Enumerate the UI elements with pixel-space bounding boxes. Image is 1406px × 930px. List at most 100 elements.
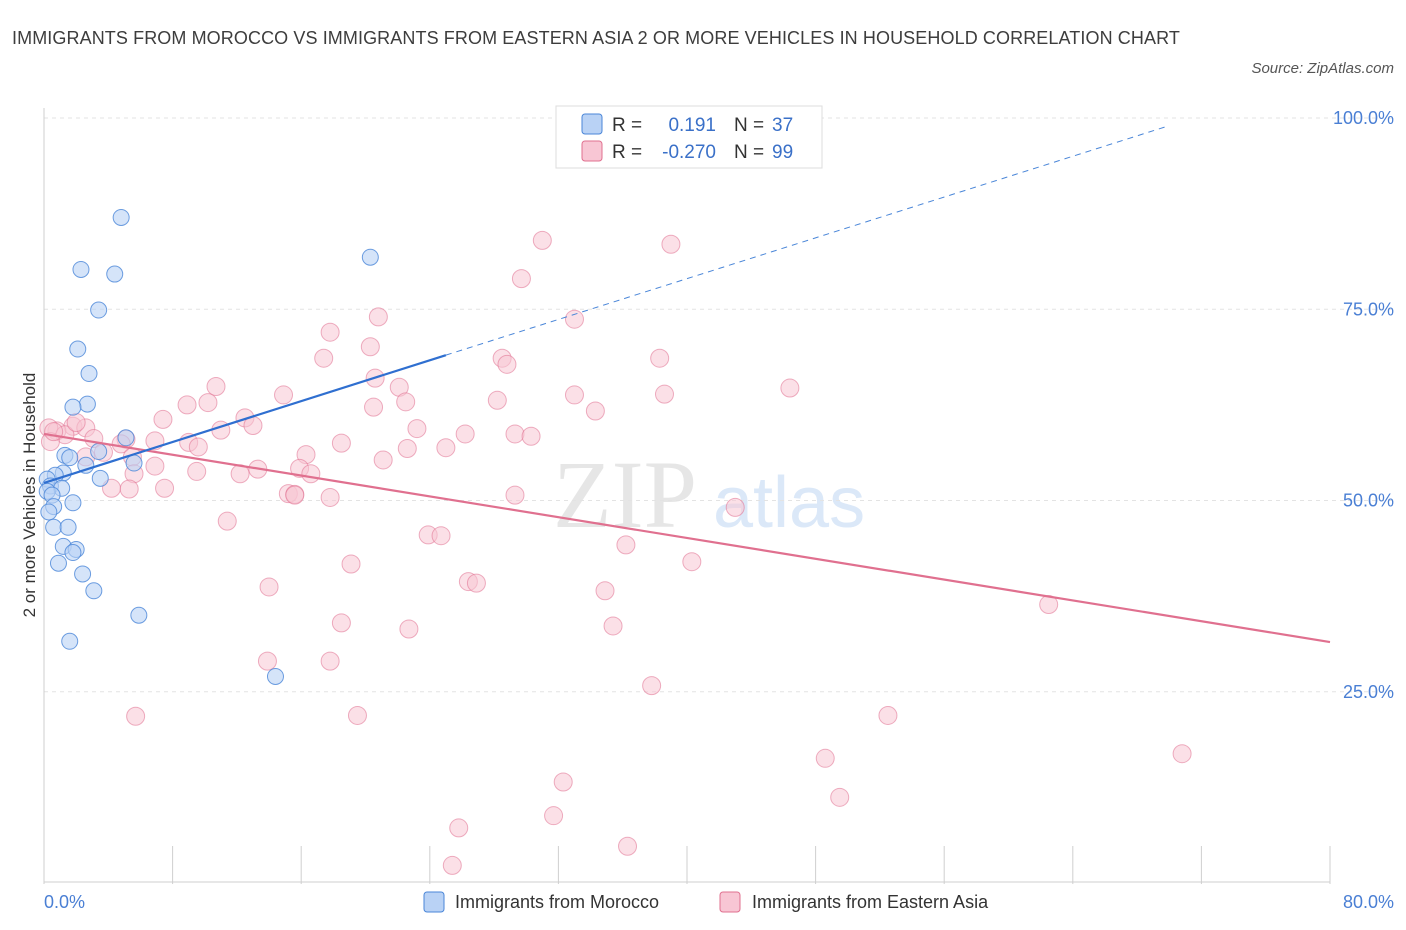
y-tick-labels: 100.0% 75.0% 50.0% 25.0% bbox=[1333, 108, 1394, 702]
eastern-asia-point bbox=[188, 437, 208, 457]
eastern-asia-point bbox=[553, 772, 573, 792]
morocco-point bbox=[125, 454, 143, 472]
eastern-asia-point bbox=[119, 479, 139, 499]
eastern-asia-point bbox=[347, 705, 367, 725]
x-tick-label-min: 0.0% bbox=[44, 892, 85, 912]
correlation-legend: R = 0.191 N = 37 R = -0.270 N = 99 bbox=[555, 105, 823, 169]
eastern-asia-point bbox=[320, 651, 340, 671]
morocco-point bbox=[106, 265, 124, 283]
eastern-asia-point bbox=[830, 787, 850, 807]
eastern-asia-point bbox=[364, 397, 384, 417]
morocco-point bbox=[49, 554, 67, 572]
eastern-asia-point bbox=[274, 385, 294, 405]
morocco-point bbox=[61, 632, 79, 650]
legend-swatch-eastern-asia bbox=[581, 140, 603, 162]
eastern-asia-point bbox=[616, 535, 636, 555]
morocco-point bbox=[266, 667, 284, 685]
eastern-asia-trend-line bbox=[43, 432, 1331, 644]
y-axis-label: 2 or more Vehicles in Household bbox=[20, 373, 39, 618]
morocco-point bbox=[80, 365, 98, 383]
source-note: Source: ZipAtlas.com bbox=[1251, 60, 1394, 77]
eastern-asia-point bbox=[780, 378, 800, 398]
eastern-asia-point bbox=[1172, 744, 1192, 764]
eastern-asia-point bbox=[449, 818, 469, 838]
eastern-asia-point bbox=[521, 426, 541, 446]
morocco-point bbox=[40, 503, 58, 521]
morocco-point bbox=[74, 565, 92, 583]
eastern-asia-point bbox=[206, 377, 226, 397]
legend-n-value-morocco: 37 bbox=[772, 115, 793, 136]
morocco-point bbox=[64, 494, 82, 512]
eastern-asia-point bbox=[44, 422, 64, 442]
eastern-asia-point bbox=[618, 836, 638, 856]
morocco-point bbox=[45, 518, 63, 536]
morocco-point bbox=[117, 429, 135, 447]
eastern-asia-point bbox=[650, 348, 670, 368]
eastern-asia-point bbox=[564, 385, 584, 405]
series-legend: Immigrants from Morocco Immigrants from … bbox=[423, 891, 989, 913]
eastern-asia-point bbox=[373, 450, 393, 470]
eastern-asia-point bbox=[654, 384, 674, 404]
morocco-point bbox=[90, 443, 108, 461]
eastern-asia-point bbox=[126, 706, 146, 726]
eastern-asia-point bbox=[331, 613, 351, 633]
eastern-asia-point bbox=[497, 354, 517, 374]
legend-swatch-bottom-morocco bbox=[423, 891, 445, 913]
eastern-asia-point bbox=[442, 855, 462, 875]
eastern-asia-point bbox=[285, 485, 305, 505]
y-tick-label: 100.0% bbox=[1333, 108, 1394, 128]
x-tick-marks bbox=[43, 846, 1331, 884]
eastern-asia-point bbox=[177, 395, 197, 415]
eastern-asia-point bbox=[301, 464, 321, 484]
eastern-asia-point bbox=[725, 497, 745, 517]
morocco-trend-line bbox=[43, 354, 447, 484]
eastern-asia-point bbox=[431, 526, 451, 546]
eastern-asia-point bbox=[815, 748, 835, 768]
eastern-asia-point bbox=[66, 412, 86, 432]
legend-r-value-eastern-asia: -0.270 bbox=[662, 142, 716, 163]
eastern-asia-point bbox=[661, 234, 681, 254]
morocco-trend-extension bbox=[445, 125, 1170, 356]
eastern-asia-point bbox=[217, 511, 237, 531]
gridlines bbox=[44, 117, 1392, 693]
y-tick-label: 50.0% bbox=[1343, 491, 1394, 511]
eastern-asia-point bbox=[396, 392, 416, 412]
eastern-asia-point bbox=[153, 409, 173, 429]
morocco-point bbox=[64, 398, 82, 416]
eastern-asia-point bbox=[595, 581, 615, 601]
x-tick-label-max: 80.0% bbox=[1343, 892, 1394, 912]
eastern-asia-point bbox=[399, 619, 419, 639]
eastern-asia-point bbox=[187, 461, 207, 481]
legend-r-value-morocco: 0.191 bbox=[668, 115, 716, 136]
eastern-asia-point bbox=[544, 806, 564, 826]
legend-n-label-morocco: N = bbox=[734, 115, 764, 136]
eastern-asia-point bbox=[320, 487, 340, 507]
legend-swatch-bottom-eastern-asia bbox=[719, 891, 741, 913]
morocco-point bbox=[78, 395, 96, 413]
morocco-point bbox=[112, 208, 130, 226]
morocco-point bbox=[64, 544, 82, 562]
eastern-asia-point bbox=[145, 456, 165, 476]
legend-label-morocco: Immigrants from Morocco bbox=[455, 892, 659, 912]
watermark-zip: ZIP bbox=[553, 441, 697, 548]
eastern-asia-point bbox=[564, 309, 584, 329]
eastern-asia-point bbox=[455, 424, 475, 444]
eastern-asia-point bbox=[642, 676, 662, 696]
eastern-asia-point bbox=[341, 554, 361, 574]
morocco-point bbox=[72, 260, 90, 278]
eastern-asia-point bbox=[603, 616, 623, 636]
morocco-point bbox=[69, 340, 87, 358]
eastern-asia-point bbox=[320, 322, 340, 342]
eastern-asia-point bbox=[259, 577, 279, 597]
eastern-asia-point bbox=[682, 552, 702, 572]
eastern-asia-point bbox=[314, 348, 334, 368]
eastern-asia-point bbox=[505, 424, 525, 444]
eastern-asia-point bbox=[360, 337, 380, 357]
eastern-asia-point bbox=[505, 485, 525, 505]
morocco-point bbox=[61, 449, 79, 467]
eastern-asia-point bbox=[487, 390, 507, 410]
morocco-point bbox=[91, 469, 109, 487]
trend-lines bbox=[43, 125, 1331, 644]
eastern-asia-point bbox=[198, 393, 218, 413]
